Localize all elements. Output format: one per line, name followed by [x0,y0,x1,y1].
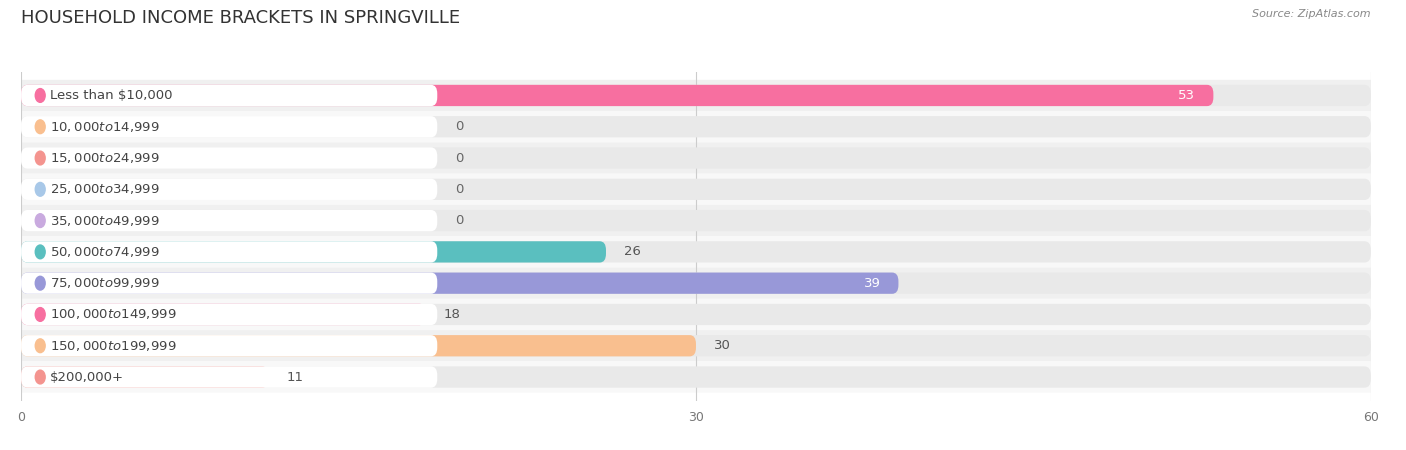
FancyBboxPatch shape [21,142,1371,174]
Text: 18: 18 [444,308,461,321]
FancyBboxPatch shape [21,241,606,262]
Circle shape [35,89,45,102]
FancyBboxPatch shape [21,273,437,294]
Text: 0: 0 [456,183,464,196]
FancyBboxPatch shape [21,174,1371,205]
Text: Source: ZipAtlas.com: Source: ZipAtlas.com [1253,9,1371,19]
Text: HOUSEHOLD INCOME BRACKETS IN SPRINGVILLE: HOUSEHOLD INCOME BRACKETS IN SPRINGVILLE [21,9,460,27]
Text: 30: 30 [714,339,731,352]
Text: Less than $10,000: Less than $10,000 [51,89,173,102]
FancyBboxPatch shape [21,85,1371,106]
Text: 39: 39 [863,277,880,290]
Circle shape [35,151,45,165]
FancyBboxPatch shape [21,179,437,200]
Circle shape [35,120,45,134]
FancyBboxPatch shape [21,116,437,137]
FancyBboxPatch shape [21,210,1371,231]
Text: $50,000 to $74,999: $50,000 to $74,999 [51,245,160,259]
Text: 26: 26 [624,245,641,258]
FancyBboxPatch shape [21,366,437,387]
Text: $75,000 to $99,999: $75,000 to $99,999 [51,276,160,290]
FancyBboxPatch shape [21,273,1371,294]
FancyBboxPatch shape [21,330,1371,361]
FancyBboxPatch shape [21,241,1371,262]
Circle shape [35,370,45,384]
FancyBboxPatch shape [21,205,1371,236]
Text: 0: 0 [456,152,464,165]
FancyBboxPatch shape [21,366,269,387]
Text: $15,000 to $24,999: $15,000 to $24,999 [51,151,160,165]
Text: $10,000 to $14,999: $10,000 to $14,999 [51,120,160,134]
FancyBboxPatch shape [21,241,437,262]
FancyBboxPatch shape [21,148,437,169]
Circle shape [35,339,45,353]
Text: $150,000 to $199,999: $150,000 to $199,999 [51,339,177,353]
Circle shape [35,245,45,259]
Text: 0: 0 [456,120,464,133]
Circle shape [35,214,45,228]
Circle shape [35,182,45,196]
FancyBboxPatch shape [21,236,1371,268]
FancyBboxPatch shape [21,210,437,231]
Text: $100,000 to $149,999: $100,000 to $149,999 [51,307,177,321]
Text: $200,000+: $200,000+ [51,370,124,383]
FancyBboxPatch shape [21,273,898,294]
Text: 53: 53 [1178,89,1195,102]
FancyBboxPatch shape [21,299,1371,330]
FancyBboxPatch shape [21,85,437,106]
FancyBboxPatch shape [21,111,1371,142]
Circle shape [35,308,45,321]
Circle shape [35,276,45,290]
Text: 11: 11 [287,370,304,383]
FancyBboxPatch shape [21,179,1371,200]
FancyBboxPatch shape [21,148,1371,169]
Text: $25,000 to $34,999: $25,000 to $34,999 [51,182,160,196]
FancyBboxPatch shape [21,304,437,325]
FancyBboxPatch shape [21,116,1371,137]
FancyBboxPatch shape [21,304,1371,325]
FancyBboxPatch shape [21,366,1371,387]
FancyBboxPatch shape [21,85,1213,106]
FancyBboxPatch shape [21,335,1371,356]
FancyBboxPatch shape [21,80,1371,111]
Text: $35,000 to $49,999: $35,000 to $49,999 [51,214,160,228]
FancyBboxPatch shape [21,335,696,356]
FancyBboxPatch shape [21,268,1371,299]
FancyBboxPatch shape [21,335,437,356]
FancyBboxPatch shape [21,304,426,325]
Text: 0: 0 [456,214,464,227]
FancyBboxPatch shape [21,361,1371,393]
